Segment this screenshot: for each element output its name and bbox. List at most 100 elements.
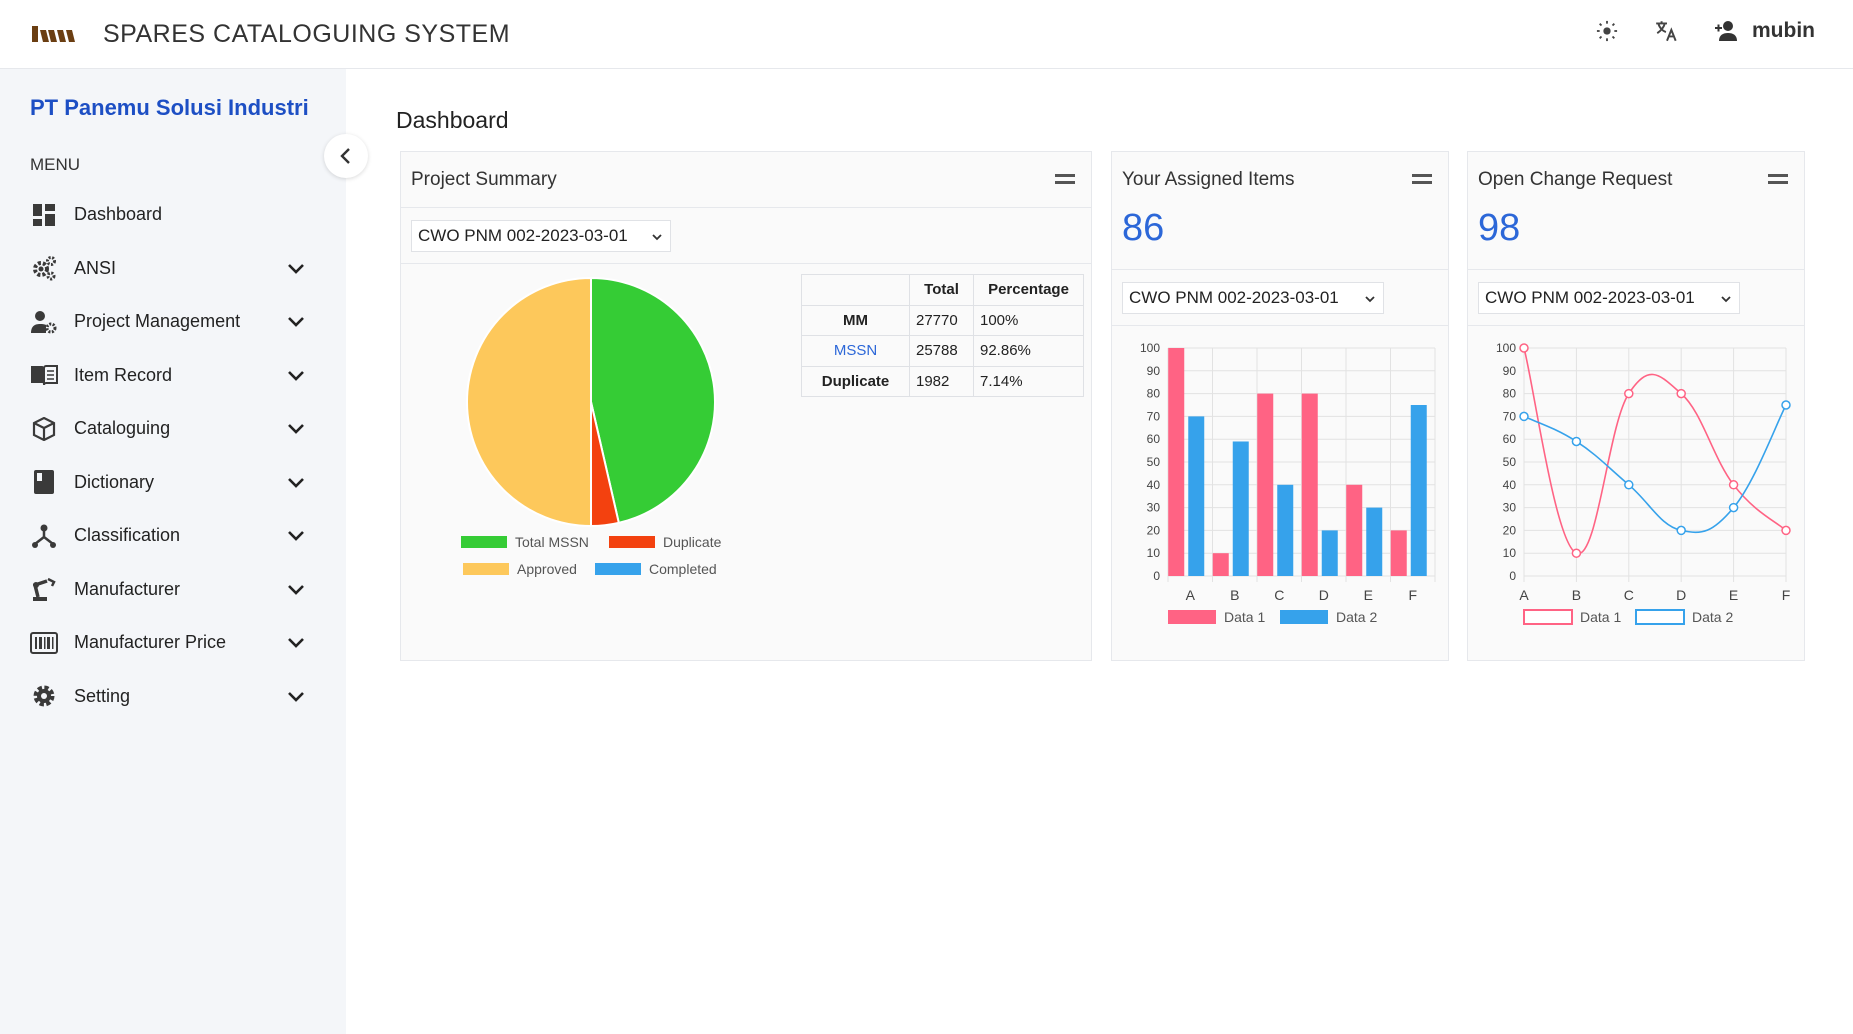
x-tick-label: E	[1729, 587, 1738, 603]
y-tick-label: 90	[1503, 364, 1517, 378]
sidebar-item-dashboard[interactable]: Dashboard	[0, 188, 346, 242]
point-data-1-e	[1728, 480, 1739, 490]
chevron-down-icon	[1365, 296, 1375, 303]
pie-legend-approved: Approved	[463, 561, 577, 577]
chevron-down-icon	[288, 370, 304, 381]
pie-slice-total-mssn	[590, 276, 716, 525]
cell-percentage: 7.14%	[973, 365, 1084, 397]
y-tick-label: 30	[1503, 501, 1517, 515]
sidebar-item-label: Item Record	[74, 364, 173, 385]
sidebar-item-item-record[interactable]: Item Record	[0, 349, 346, 403]
pie-slice-approved	[466, 276, 592, 528]
cell-total: 25788	[909, 335, 974, 367]
point-data-1-a	[1519, 343, 1529, 353]
legend-swatch	[595, 563, 641, 575]
cogs-icon	[30, 254, 58, 282]
line-chart: 0 10 20 30 40 50 60 70 80 90 100 A B C D E F Data 1 Data 2	[1496, 341, 1791, 625]
y-tick-label: 80	[1503, 387, 1517, 401]
legend-swatch	[463, 563, 509, 575]
assigned-items-card: Your Assigned Items 86 CWO PNM 002-2023-…	[1111, 151, 1449, 661]
page-title: Dashboard	[396, 107, 509, 133]
sidebar-item-classification[interactable]: Classification	[0, 509, 346, 563]
sidebar-item-label: Manufacturer	[74, 578, 181, 599]
y-tick-label: 0	[1153, 569, 1160, 583]
hierarchy-icon	[30, 522, 58, 550]
sidebar-item-manufacturer-price[interactable]: Manufacturer Price	[0, 616, 346, 670]
point-data-1-c	[1624, 388, 1634, 399]
sidebar-item-dictionary[interactable]: Dictionary	[0, 456, 346, 510]
sidebar-item-ansi[interactable]: ANSI	[0, 242, 346, 296]
sidebar-item-cataloguing[interactable]: Cataloguing	[0, 402, 346, 456]
bar-data-2-f	[1410, 405, 1427, 576]
y-tick-label: 90	[1147, 364, 1161, 378]
user-menu[interactable]: mubin	[1714, 19, 1815, 43]
table-header: Total	[909, 274, 974, 306]
cell-total: 1982	[909, 365, 974, 397]
chevron-down-icon	[652, 234, 662, 241]
bar-data-1-e	[1346, 484, 1363, 576]
card-menu-icon[interactable]	[1055, 174, 1075, 184]
sidebar: PT Panemu Solusi Industri MENU Dashboard…	[0, 69, 346, 1034]
y-tick-label: 40	[1503, 478, 1517, 492]
table-header-row: Total Percentage	[801, 274, 1084, 306]
brightness-icon[interactable]	[1594, 18, 1620, 44]
gear-icon	[30, 682, 58, 710]
bar-data-1-d	[1301, 393, 1318, 576]
point-data-2-e	[1728, 502, 1739, 513]
y-tick-label: 70	[1147, 409, 1161, 423]
chevron-down-icon	[288, 691, 304, 702]
y-tick-label: 60	[1147, 432, 1161, 446]
bar-data-2-b	[1232, 441, 1249, 576]
legend-label: Data 1	[1224, 609, 1265, 625]
x-tick-label: B	[1572, 587, 1581, 603]
card-title: Your Assigned Items	[1122, 169, 1295, 190]
sidebar-item-label: ANSI	[74, 257, 117, 278]
chevron-down-icon	[288, 477, 304, 488]
y-tick-label: 40	[1147, 478, 1161, 492]
select-value: CWO PNM 002-2023-03-01	[1129, 288, 1339, 307]
point-data-1-d	[1676, 388, 1686, 399]
sidebar-item-manufacturer[interactable]: Manufacturer	[0, 563, 346, 617]
series-line-data-2	[1523, 404, 1787, 534]
bar-data-1-b	[1212, 553, 1229, 576]
point-data-2-c	[1624, 480, 1634, 490]
project-select[interactable]: CWO PNM 002-2023-03-01	[411, 220, 671, 252]
bar-data-2-a	[1188, 416, 1205, 576]
mssn-link[interactable]: MSSN	[801, 335, 910, 367]
legend-label: Total MSSN	[515, 534, 589, 550]
table-header	[801, 274, 910, 306]
dashboard-icon	[30, 201, 58, 229]
pie-legend-total-mssn: Total MSSN	[461, 534, 589, 550]
legend-swatch	[1280, 610, 1328, 624]
x-tick-label: F	[1782, 587, 1791, 603]
point-data-1-f	[1781, 525, 1791, 536]
sidebar-item-label: Project Management	[74, 311, 241, 332]
card-menu-icon[interactable]	[1412, 174, 1432, 184]
sidebar-item-label: Dashboard	[74, 204, 163, 225]
sidebar-item-label: Setting	[74, 685, 131, 706]
x-tick-label: F	[1408, 587, 1417, 603]
legend-label: Data 1	[1580, 609, 1621, 625]
sidebar-item-project-management[interactable]: Project Management	[0, 295, 346, 349]
y-tick-label: 20	[1147, 523, 1161, 537]
y-tick-label: 50	[1503, 455, 1517, 469]
change-request-select[interactable]: CWO PNM 002-2023-03-01	[1478, 282, 1740, 314]
sidebar-item-setting[interactable]: Setting	[0, 670, 346, 724]
table-row: Duplicate 1982 7.14%	[801, 365, 1084, 397]
legend-label: Data 2	[1336, 609, 1377, 625]
chevron-down-icon	[1721, 296, 1731, 303]
legend-swatch	[1168, 610, 1216, 624]
translate-icon[interactable]	[1654, 18, 1680, 44]
chevron-down-icon	[288, 317, 304, 327]
open-change-request-count: 98	[1478, 207, 1521, 249]
card-menu-icon[interactable]	[1768, 174, 1788, 184]
legend-label: Data 2	[1692, 609, 1733, 625]
legend-swatch	[609, 536, 655, 548]
user-name: mubin	[1752, 19, 1815, 42]
assigned-items-select[interactable]: CWO PNM 002-2023-03-01	[1122, 282, 1384, 314]
x-tick-label: A	[1186, 587, 1196, 603]
pie-chart	[466, 276, 716, 528]
sidebar-collapse-button[interactable]	[324, 134, 368, 178]
bar-data-2-d	[1321, 530, 1338, 576]
open-change-request-card: Open Change Request 98 CWO PNM 002-2023-…	[1467, 151, 1805, 661]
